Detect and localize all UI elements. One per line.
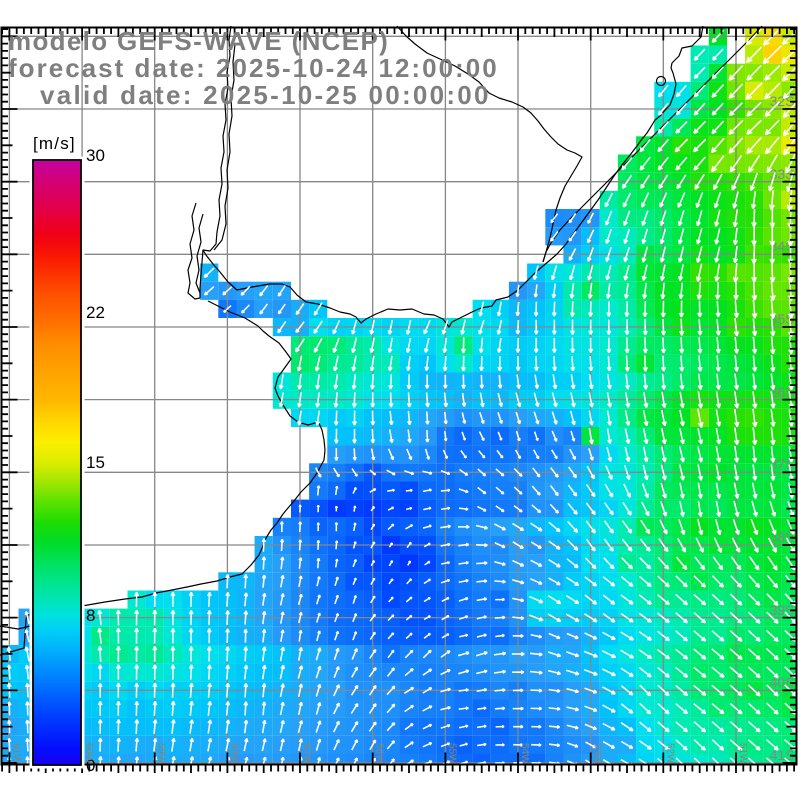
svg-text:30: 30 [86, 146, 105, 165]
svg-text:forecast date: 2025-10-24 12:0: forecast date: 2025-10-24 12:00:00 [8, 53, 499, 83]
svg-text:59W: 59W [156, 743, 167, 764]
svg-text:39S: 39S [770, 602, 795, 618]
svg-text:61W: 61W [10, 743, 21, 764]
svg-text:8: 8 [86, 606, 95, 625]
svg-text:51W: 51W [737, 743, 748, 764]
svg-text:valid date: 2025-10-25 00:00:0: valid date: 2025-10-25 00:00:00 [40, 80, 491, 110]
svg-text:modelo GEFS-WAVE (NCEP): modelo GEFS-WAVE (NCEP) [8, 26, 389, 56]
svg-text:[m/s]: [m/s] [33, 134, 76, 153]
svg-text:40S: 40S [770, 674, 795, 690]
svg-text:37S: 37S [770, 456, 795, 472]
svg-text:60W: 60W [83, 743, 94, 764]
svg-text:22: 22 [86, 303, 105, 322]
svg-text:52W: 52W [664, 743, 675, 764]
svg-text:53W: 53W [592, 743, 603, 764]
svg-text:41S: 41S [770, 747, 795, 763]
svg-text:0: 0 [86, 756, 95, 775]
svg-text:54W: 54W [519, 743, 530, 764]
svg-text:36S: 36S [770, 384, 795, 400]
svg-text:57W: 57W [301, 743, 312, 764]
svg-text:15: 15 [86, 453, 105, 472]
svg-text:56W: 56W [374, 743, 385, 764]
svg-text:58W: 58W [228, 743, 239, 764]
svg-text:35S: 35S [770, 311, 795, 327]
svg-text:55W: 55W [446, 743, 457, 764]
